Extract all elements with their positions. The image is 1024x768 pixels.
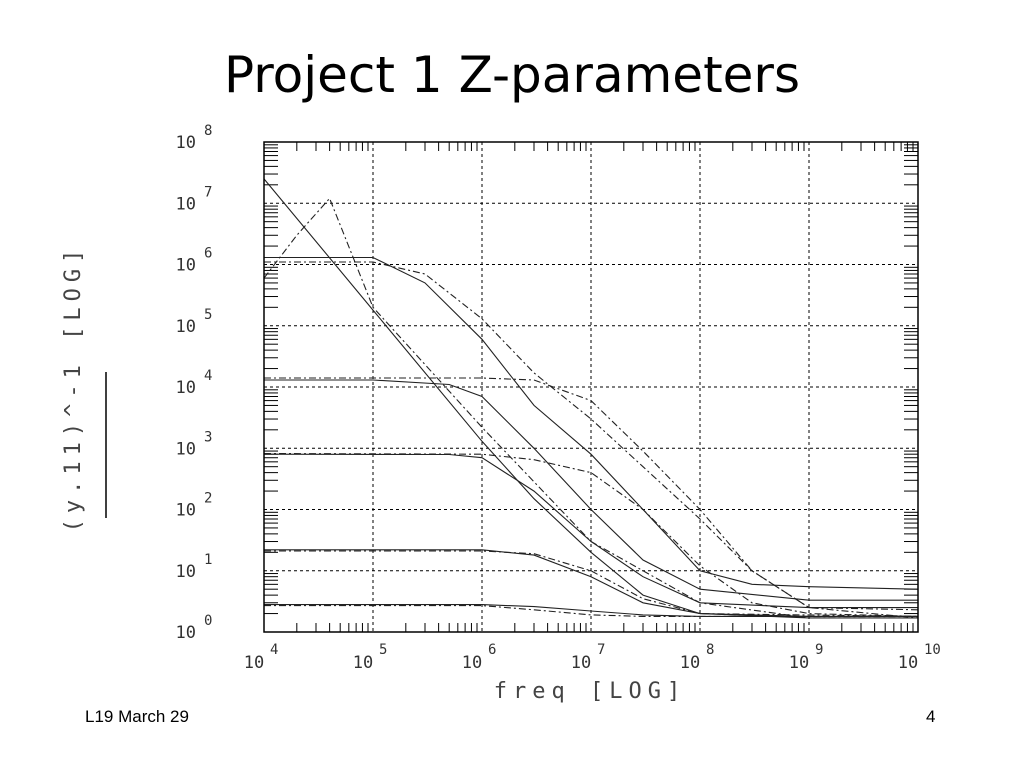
footer-date: L19 March 29 — [85, 707, 189, 726]
x-tick-label: 10 — [680, 653, 700, 673]
y-tick-exponent: 7 — [204, 184, 212, 200]
y-tick-labels: 10 0 10 1 10 2 10 3 10 4 10 5 10 6 10 7 10 8 — [176, 123, 213, 643]
y-tick-exponent: 0 — [204, 613, 212, 629]
y-tick-exponent: 2 — [204, 491, 212, 507]
x-tick-exponent: 9 — [815, 642, 823, 658]
minor-ticks-layer — [264, 142, 918, 632]
series-6-line — [264, 377, 919, 611]
x-tick-label: 10 — [353, 653, 373, 673]
x-tick-label: 10 — [898, 653, 918, 673]
page-number: 4 — [926, 707, 936, 726]
y-tick-label: 10 — [176, 256, 196, 276]
y-tick-exponent: 1 — [204, 552, 212, 568]
series-8-line — [263, 452, 919, 617]
grid-layer — [264, 142, 918, 632]
y-tick-label: 10 — [176, 623, 196, 643]
y-axis-label: (y.11)^-1 [LOG] — [61, 244, 86, 533]
y-tick-label: 10 — [176, 194, 196, 214]
y-tick-exponent: 4 — [204, 368, 212, 384]
y-tick-exponent: 5 — [204, 307, 212, 323]
y-tick-label: 10 — [176, 562, 196, 582]
x-tick-labels: 10 4 10 5 10 6 10 7 10 8 10 9 10 10 — [244, 642, 941, 673]
x-tick-exponent: 7 — [597, 642, 605, 658]
series-2-line — [264, 256, 919, 590]
x-tick-exponent: 6 — [488, 642, 496, 658]
slide-title: Project 1 Z-parameters — [223, 46, 801, 104]
x-tick-exponent: 8 — [706, 642, 714, 658]
x-axis-label: freq [LOG] — [494, 679, 686, 704]
x-tick-exponent: 5 — [379, 642, 387, 658]
plot-frame — [263, 141, 919, 633]
series-7-line — [263, 453, 918, 609]
series-12-line — [264, 605, 918, 617]
x-tick-label: 10 — [571, 653, 591, 673]
y-tick-label: 10 — [176, 501, 196, 521]
series-5-line — [264, 379, 918, 601]
y-tick-label: 10 — [176, 439, 196, 459]
y-tick-label: 10 — [176, 378, 196, 398]
x-tick-exponent: 10 — [924, 642, 941, 658]
y-tick-exponent: 8 — [204, 123, 212, 139]
y-tick-label: 10 — [176, 317, 196, 337]
series-3-line — [263, 197, 918, 619]
y-tick-label: 10 — [176, 133, 196, 153]
x-tick-label: 10 — [462, 653, 482, 673]
y-tick-exponent: 3 — [204, 429, 212, 445]
x-tick-exponent: 4 — [270, 642, 278, 658]
x-tick-label: 10 — [244, 653, 264, 673]
y-tick-exponent: 6 — [204, 246, 212, 262]
series-layer — [263, 178, 919, 619]
x-tick-label: 10 — [789, 653, 809, 673]
